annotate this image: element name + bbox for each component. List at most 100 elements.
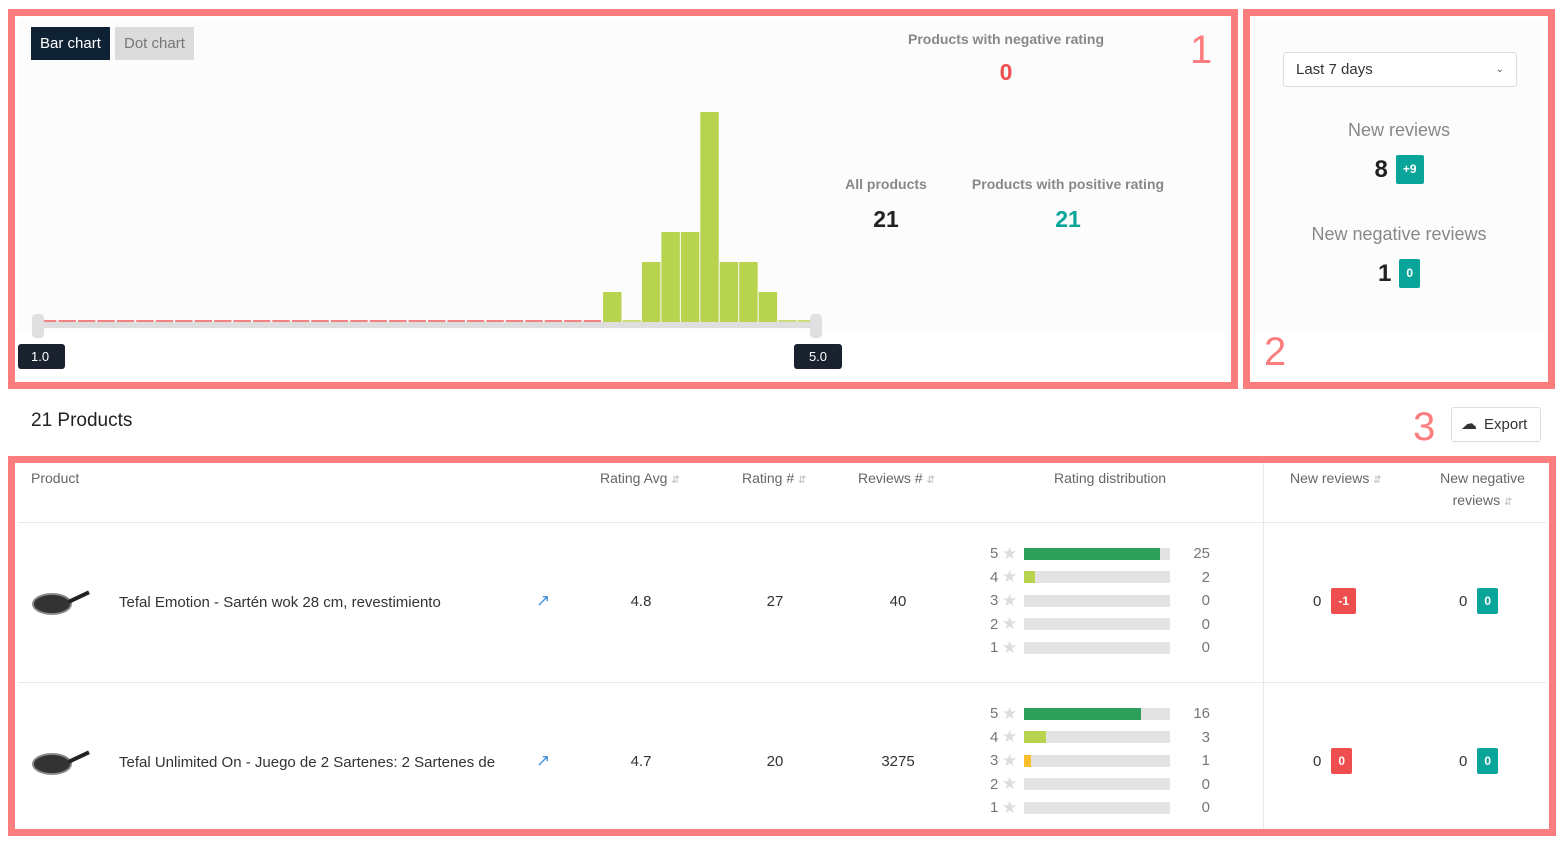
annotation-label-2: 2 — [1264, 330, 1287, 374]
star-count: 3 — [1201, 728, 1210, 746]
col-rating-distribution: Rating distribution — [1054, 470, 1167, 486]
bar-chart-toggle[interactable]: Bar chart — [31, 27, 110, 60]
star-icon: ★ — [1002, 703, 1018, 723]
distribution-line: 1 ★ 0 — [970, 796, 1210, 820]
slider-min-handle[interactable] — [32, 314, 44, 338]
distribution-bar — [1023, 618, 1171, 631]
histogram-bar — [641, 262, 661, 322]
distribution-line: 5 ★ 25 — [970, 542, 1210, 566]
histogram-bar — [719, 262, 739, 322]
distribution-line: 5 ★ 16 — [970, 702, 1210, 726]
product-thumbnail — [32, 741, 90, 781]
star-count: 2 — [1201, 568, 1210, 586]
star-icon: ★ — [1002, 774, 1018, 794]
star-icon: ★ — [1002, 614, 1018, 634]
col-reviews-count[interactable]: Reviews # ⇵ — [858, 470, 935, 486]
distribution-fill — [1023, 754, 1032, 767]
distribution-line: 4 ★ 2 — [970, 566, 1210, 590]
col-new-negative[interactable]: New negative reviews ⇵ — [1420, 467, 1545, 514]
star-level: 4 — [989, 568, 999, 586]
annotation-label-3: 3 — [1413, 405, 1436, 449]
rating-count: 27 — [766, 593, 784, 610]
distribution-bar — [1023, 641, 1171, 654]
histogram — [38, 112, 816, 328]
distribution-line: 3 ★ 1 — [970, 749, 1210, 773]
star-level: 1 — [989, 799, 999, 817]
star-icon: ★ — [1002, 750, 1018, 770]
distribution-fill — [1023, 571, 1035, 584]
star-level: 3 — [989, 592, 999, 610]
period-select[interactable]: Last 7 days ⌄ — [1283, 52, 1517, 87]
new-reviews-label: New reviews — [1347, 120, 1451, 140]
distribution-fill — [1023, 731, 1046, 744]
slider-track — [38, 322, 816, 328]
table-row: Tefal Unlimited On - Juego de 2 Sartenes… — [18, 682, 1546, 842]
histogram-bar — [603, 292, 622, 322]
external-link-icon[interactable]: ↗ — [536, 751, 551, 770]
cloud-download-icon: ☁ — [1461, 416, 1477, 433]
dot-chart-toggle[interactable]: Dot chart — [115, 27, 194, 60]
new-reviews-value: 0 — [1313, 752, 1322, 770]
rating-distribution: 5 ★ 25 4 ★ 2 3 ★ 0 2 ★ 0 1 ★ 0 — [970, 542, 1210, 660]
slider-max-handle[interactable] — [810, 314, 822, 338]
star-icon: ★ — [1002, 637, 1018, 657]
rating-distribution: 5 ★ 16 4 ★ 3 3 ★ 1 2 ★ 0 1 ★ 0 — [970, 702, 1210, 820]
col-rating-avg[interactable]: Rating Avg ⇵ — [600, 470, 680, 486]
col-new-reviews[interactable]: New reviews ⇵ — [1290, 470, 1382, 486]
star-icon: ★ — [1002, 590, 1018, 610]
table-row: Tefal Emotion - Sartén wok 28 cm, revest… — [18, 522, 1546, 682]
distribution-bar — [1023, 801, 1171, 814]
export-button[interactable]: ☁ Export — [1451, 407, 1541, 442]
product-name[interactable]: Tefal Unlimited On - Juego de 2 Sartenes… — [119, 754, 496, 771]
rating-count: 20 — [766, 753, 784, 770]
new-negative-value: 1 — [1377, 259, 1392, 287]
star-count: 0 — [1201, 775, 1210, 793]
distribution-line: 2 ★ 0 — [970, 773, 1210, 797]
sort-icon: ⇵ — [798, 475, 807, 486]
star-level: 2 — [989, 775, 999, 793]
star-count: 0 — [1201, 615, 1210, 633]
export-label: Export — [1484, 416, 1528, 433]
star-level: 4 — [989, 728, 999, 746]
chevron-down-icon: ⌄ — [1495, 64, 1504, 75]
star-count: 1 — [1201, 752, 1210, 770]
product-name[interactable]: Tefal Emotion - Sartén wok 28 cm, revest… — [119, 594, 441, 611]
slider-min-label: 1.0 — [18, 344, 65, 369]
new-negative-delta: 0 — [1477, 588, 1499, 614]
col-label: New negative reviews — [1440, 470, 1525, 508]
distribution-bar — [1023, 778, 1171, 791]
star-icon: ★ — [1002, 567, 1018, 587]
col-label: Rating # — [742, 470, 795, 486]
distribution-line: 3 ★ 0 — [970, 589, 1210, 613]
sort-icon: ⇵ — [1503, 497, 1513, 508]
star-icon: ★ — [1002, 797, 1018, 817]
star-icon: ★ — [1002, 543, 1018, 563]
new-negative-delta: 0 — [1477, 748, 1499, 774]
positive-rating-label: Products with positive rating — [971, 176, 1165, 192]
distribution-bar — [1023, 707, 1171, 720]
products-title: 21 Products — [31, 410, 133, 431]
column-divider — [1263, 462, 1264, 832]
col-product: Product — [31, 470, 80, 486]
distribution-bar — [1023, 571, 1171, 584]
reviews-count: 40 — [889, 593, 907, 610]
distribution-bar — [1023, 731, 1171, 744]
new-reviews-delta: +9 — [1395, 155, 1424, 184]
distribution-line: 2 ★ 0 — [970, 613, 1210, 637]
new-reviews-delta: -1 — [1331, 588, 1357, 614]
distribution-fill — [1023, 707, 1142, 720]
external-link-icon[interactable]: ↗ — [536, 591, 551, 610]
star-count: 16 — [1193, 705, 1210, 723]
histogram-bar — [700, 112, 719, 322]
sort-icon: ⇵ — [671, 475, 680, 486]
col-rating-count[interactable]: Rating # ⇵ — [742, 470, 806, 486]
rating-avg: 4.7 — [630, 753, 652, 770]
sort-icon: ⇵ — [1373, 475, 1382, 486]
negative-rating-value: 0 — [999, 59, 1013, 85]
distribution-line: 4 ★ 3 — [970, 726, 1210, 750]
distribution-bar — [1023, 547, 1171, 560]
